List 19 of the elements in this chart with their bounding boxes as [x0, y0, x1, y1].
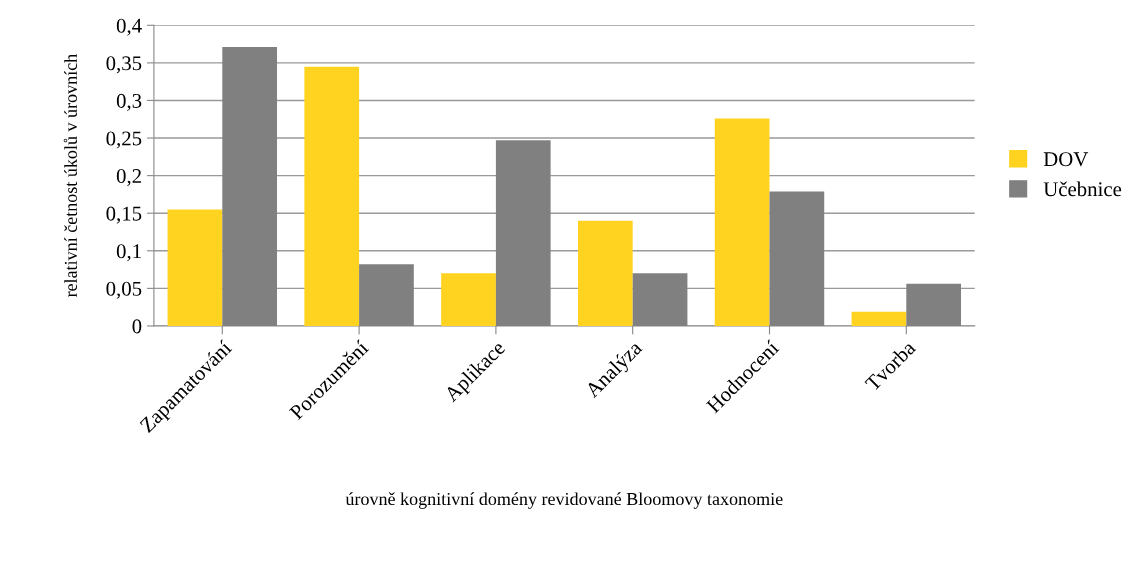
- y-tick-label: 0,1: [116, 244, 141, 262]
- y-tick-label: 0,2: [116, 169, 141, 187]
- bar: [577, 220, 633, 326]
- bar: [304, 66, 360, 326]
- bar: [714, 118, 770, 326]
- y-tick-label: 0,4: [116, 18, 142, 36]
- y-tick-label: 0,15: [106, 206, 142, 224]
- legend-label: Učebnice: [1043, 181, 1122, 197]
- y-tick-label: 0,25: [106, 131, 142, 149]
- y-tick-label: 0,35: [106, 56, 142, 74]
- bar: [167, 209, 223, 326]
- legend-label: DOV: [1043, 152, 1089, 167]
- y-tick-label: 0: [132, 319, 142, 334]
- y-tick-label: 0,05: [106, 281, 142, 299]
- y-tick-label: 0,3: [116, 93, 142, 111]
- y-axis-title: relativní četnost úkolů v úrovních: [63, 54, 77, 298]
- bar: [441, 273, 496, 326]
- x-axis-title: úrovně kognitivní domény revidované Bloomovy taxonomie: [345, 492, 783, 509]
- bar: [851, 311, 907, 326]
